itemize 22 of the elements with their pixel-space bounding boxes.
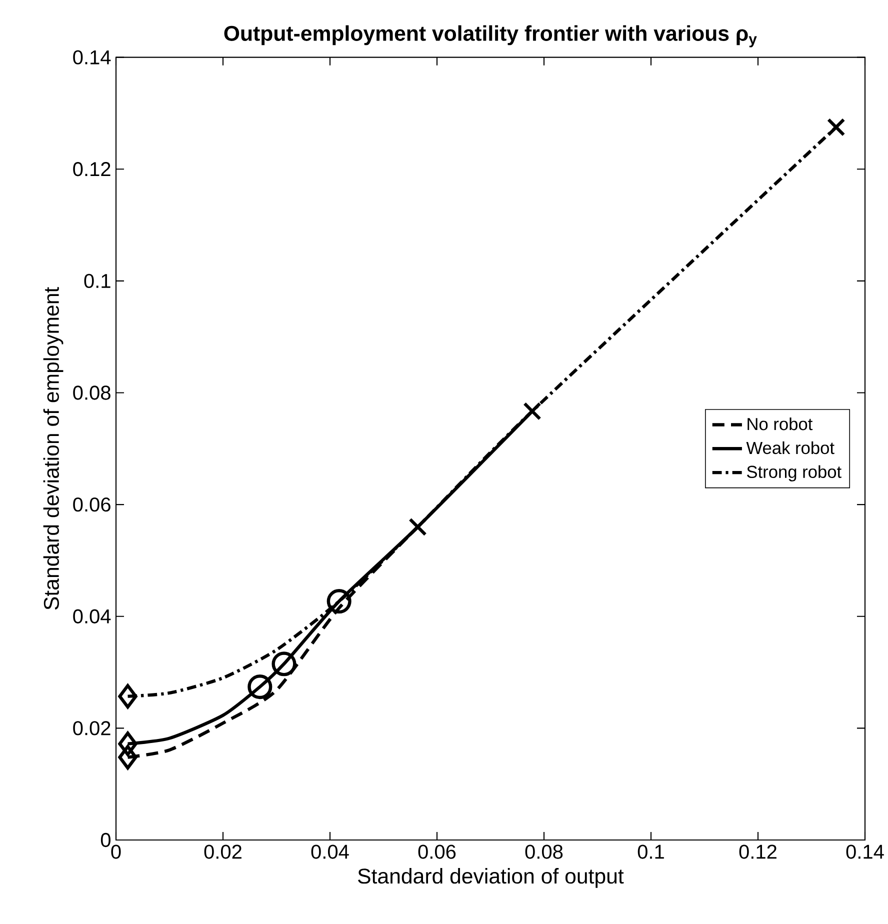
x-tick-label: 0.08 (525, 844, 563, 859)
x-tick-label: 0.14 (846, 844, 884, 859)
y-tick-label: 0 (100, 832, 110, 848)
legend-label: No robot (748, 417, 813, 430)
x-axis-title: Standard deviation of output (358, 868, 624, 888)
x-tick-label: 0 (111, 844, 121, 859)
chart-title: Output-employment volatility frontier with various ρ$_{y}$ (224, 25, 757, 48)
x-tick-label: 0.12 (739, 844, 776, 859)
y-tick-label: 0.08 (73, 386, 110, 400)
legend-label: Weak robot (746, 441, 834, 454)
legend-label: Strong robot (747, 465, 842, 482)
x-tick-label: 0.02 (204, 844, 242, 859)
y-tick-label: 0.14 (73, 50, 111, 64)
y-tick-label: 0.04 (73, 609, 111, 624)
y-tick-label: 0.06 (73, 497, 110, 512)
y-axis-title: Standard deviation of employment (43, 287, 64, 610)
y-tick-label: 0.1 (84, 274, 110, 288)
y-tick-label: 0.12 (73, 162, 110, 176)
y-tick-label: 0.02 (73, 721, 110, 736)
x-tick-label: 0.06 (418, 844, 456, 859)
x-tick-label: 0.04 (311, 844, 349, 859)
x-tick-label: 0.1 (638, 844, 664, 859)
